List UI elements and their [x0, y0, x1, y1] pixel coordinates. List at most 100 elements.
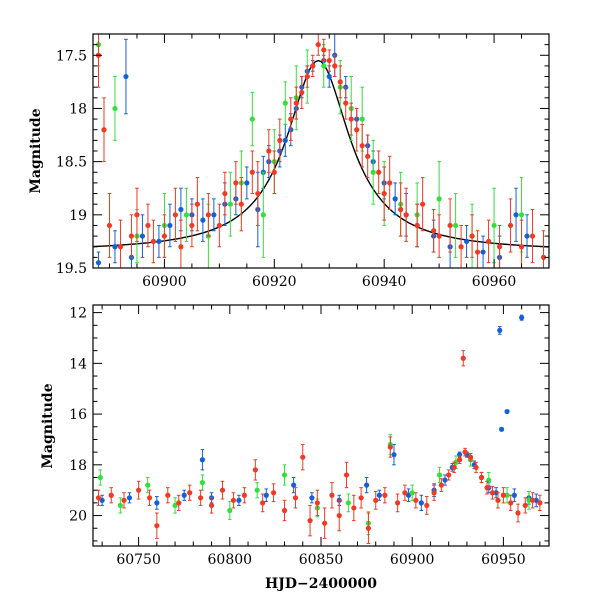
bottom-red-point: [515, 510, 521, 516]
top-red-point: [222, 190, 228, 197]
bottom-red-point: [446, 472, 452, 478]
bottom-panel: 60750 60800 60850 60900 60950 12 14 16 18 20 Mag…: [40, 304, 550, 592]
top-blue-point: [139, 233, 146, 239]
top-red-point: [326, 57, 332, 64]
top-green-point: [370, 169, 376, 175]
top-blue-point: [178, 206, 184, 213]
top-blue-point: [282, 137, 288, 143]
bottom-red-point: [260, 500, 266, 506]
top-x-tick-label: 60940: [362, 274, 407, 290]
top-red-point: [398, 206, 404, 213]
top-red-point: [145, 222, 151, 229]
bottom-blue-point: [511, 492, 517, 498]
top-green-point: [282, 100, 288, 106]
bottom-blue-point: [493, 490, 499, 496]
top-red-point: [420, 201, 426, 207]
top-red-point: [354, 127, 360, 133]
top-blue-point: [244, 180, 250, 186]
bottom-plot-area: [95, 314, 543, 544]
top-y-tick-label: 18: [69, 101, 87, 117]
top-red-point: [376, 169, 382, 175]
bottom-red-point: [351, 505, 357, 511]
top-red-point: [150, 238, 157, 245]
bottom-red-point: [478, 474, 485, 481]
bottom-blue-point: [391, 452, 397, 458]
top-red-point: [238, 201, 244, 207]
top-blue-point: [167, 222, 173, 229]
bottom-x-tick-label: 60950: [481, 552, 526, 568]
bottom-red-point: [198, 495, 204, 501]
bottom-red-point: [489, 490, 496, 496]
bottom-red-point: [462, 449, 468, 455]
top-red-point: [387, 180, 393, 186]
top-blue-point: [480, 249, 486, 255]
bottom-red-point: [500, 492, 506, 498]
bottom-red-point: [402, 490, 408, 496]
top-red-point: [288, 116, 294, 122]
bottom-red-point: [136, 487, 142, 493]
top-red-point: [293, 100, 299, 106]
top-blue-point: [200, 217, 206, 223]
top-blue-point: [513, 212, 519, 218]
top-red-point: [518, 244, 525, 250]
top-red-point: [128, 233, 135, 239]
top-red-point: [507, 222, 514, 229]
bottom-red-point: [451, 464, 457, 470]
bottom-red-point: [252, 467, 258, 473]
top-fit-curve: [93, 59, 549, 248]
bottom-red-point: [230, 497, 237, 503]
bottom-green-point: [97, 474, 103, 481]
top-red-point: [315, 42, 321, 48]
top-x-tick-label: 60920: [252, 274, 297, 290]
bottom-x-tick-label: 60800: [208, 552, 253, 568]
top-red-point: [403, 212, 409, 218]
bottom-red-point: [467, 454, 474, 460]
top-red-point: [249, 169, 255, 175]
top-x-axis: 60900 60920 60940 60960: [108, 34, 550, 290]
bottom-red-point: [281, 507, 288, 514]
top-red-point: [447, 222, 453, 229]
bottom-x-tick-label: 60900: [390, 552, 435, 568]
top-red-point: [299, 89, 305, 96]
top-y-tick-label: 17.5: [56, 48, 87, 64]
bottom-blue-point: [497, 327, 503, 333]
bottom-green-point: [117, 502, 123, 509]
bottom-green-point: [345, 500, 351, 506]
top-blue-point: [392, 196, 398, 202]
bottom-red-point: [300, 454, 306, 460]
top-red-point: [359, 143, 365, 149]
bottom-red-point: [382, 492, 388, 498]
bottom-y-tick-label: 20: [69, 509, 87, 525]
bottom-blue-point: [498, 426, 505, 432]
top-y-axis-title: Magnitude: [28, 108, 44, 193]
top-red-point: [474, 249, 481, 255]
top-blue-point: [463, 238, 470, 245]
top-red-point: [332, 63, 338, 69]
bottom-green-point: [504, 492, 510, 498]
bottom-red-point: [508, 500, 514, 506]
bottom-blue-point: [236, 497, 242, 503]
bottom-red-point: [343, 472, 350, 478]
top-red-point: [101, 127, 107, 133]
top-red-point: [436, 233, 442, 239]
bottom-blue-point: [364, 482, 370, 488]
bottom-red-point: [473, 464, 479, 470]
bottom-red-point: [176, 500, 182, 506]
bottom-x-tick-label: 60750: [116, 552, 161, 568]
bottom-y-axis: 12 14 16 18 20: [69, 306, 549, 542]
bottom-red-point: [336, 512, 342, 519]
top-x-tick-label: 60960: [472, 274, 517, 290]
bottom-green-point: [172, 502, 178, 509]
top-red-point: [205, 212, 211, 218]
bottom-red-point: [314, 500, 320, 506]
top-red-point: [271, 169, 277, 175]
top-red-point: [469, 233, 475, 239]
bottom-red-point: [495, 497, 501, 503]
bottom-red-point: [431, 490, 437, 496]
bottom-red-point: [219, 487, 226, 493]
top-red-point: [496, 244, 503, 250]
top-blue-point: [524, 233, 530, 239]
top-y-tick-label: 19: [69, 208, 87, 224]
bottom-blue-point: [533, 497, 539, 503]
top-green-point: [518, 212, 525, 218]
